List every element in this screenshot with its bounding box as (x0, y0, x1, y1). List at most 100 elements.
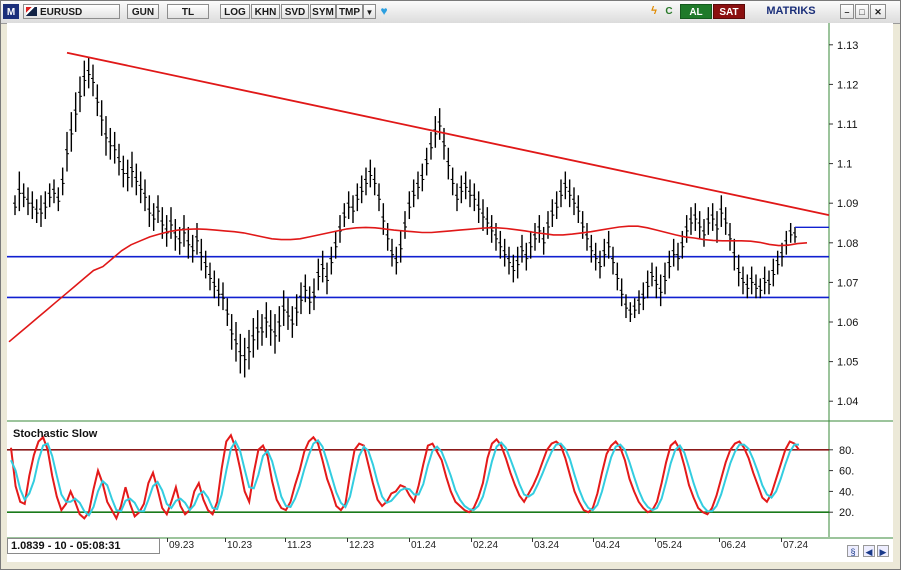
price-bar (381, 203, 386, 235)
price-bar (429, 131, 433, 160)
price-bar (268, 310, 273, 346)
price-bar (368, 159, 373, 188)
price-bar (710, 203, 715, 231)
app-logo: M (3, 4, 19, 19)
price-bar (489, 215, 494, 243)
price-bar (507, 246, 511, 275)
price-bar (260, 314, 264, 346)
price-bar (576, 195, 581, 223)
price-bar (424, 147, 429, 176)
price-bar (173, 219, 178, 251)
price-bar (463, 171, 468, 200)
price-bar (190, 234, 195, 263)
price-bar (39, 195, 43, 227)
price-bar (403, 211, 407, 239)
price-bar (73, 92, 78, 132)
price-bar (658, 274, 663, 307)
price-bar (13, 195, 17, 216)
price-bar (329, 246, 334, 275)
chevron-down-icon[interactable]: ▼ (363, 4, 376, 19)
price-bar (476, 191, 481, 223)
price-bar (385, 223, 390, 251)
price-bar (650, 262, 654, 287)
price-bar (303, 274, 308, 303)
price-bar (169, 207, 173, 239)
price-bar (117, 143, 121, 176)
svd-button[interactable]: SVD (281, 4, 309, 19)
price-bar (359, 175, 364, 204)
price-bar (446, 147, 451, 180)
y-tick-label: 1.05 (837, 357, 858, 369)
price-bar (52, 179, 56, 204)
lightning-icon[interactable]: ϟ (651, 5, 657, 17)
price-bar (641, 282, 646, 311)
price-bar (498, 230, 503, 259)
buy-button[interactable]: AL (680, 4, 712, 19)
sync-icon[interactable]: § (847, 545, 859, 557)
price-bar (559, 179, 563, 208)
price-bar (606, 230, 611, 259)
tmp-button[interactable]: TMP (336, 4, 363, 19)
x-tick (719, 538, 720, 542)
price-bar (325, 262, 329, 295)
price-bar (255, 310, 260, 350)
price-bar (767, 270, 771, 295)
currency-button-tl[interactable]: TL (167, 4, 209, 19)
price-bar (130, 151, 134, 188)
price-bar (147, 195, 152, 227)
price-bar (515, 246, 520, 279)
price-bar (346, 191, 351, 220)
price-bar (99, 100, 104, 136)
price-bar (390, 238, 394, 267)
x-tick (285, 538, 286, 542)
sym-button[interactable]: SYM (310, 4, 336, 19)
price-bar (143, 179, 147, 212)
khn-button[interactable]: KHN (251, 4, 280, 19)
price-bar (567, 179, 572, 208)
price-bar (351, 195, 355, 223)
symbol-selector[interactable]: EURUSD (23, 4, 120, 19)
period-button-gun[interactable]: GUN (127, 4, 159, 19)
x-tick-label: 07.24 (783, 540, 809, 551)
date-axis-bar: 1.0839 - 10 - 05:08:31 09.23 10.23 11.23 12… (7, 538, 833, 554)
scroll-right-icon[interactable]: ▶ (877, 545, 889, 557)
twitter-bird-icon[interactable]: ♥ (380, 4, 388, 18)
price-bar (407, 191, 412, 220)
price-bar (82, 60, 87, 97)
y-tick-label: 1.11 (837, 119, 858, 131)
refresh-icon[interactable]: C (665, 6, 673, 17)
x-tick-label: 01.24 (411, 540, 437, 551)
price-bar (238, 333, 243, 374)
chart-area[interactable]: Stochastic Slow 1.13 1.12 1.11 1.1 1.09 1.08 1… (7, 23, 893, 562)
price-bar (225, 298, 230, 326)
price-bar (663, 262, 667, 295)
price-bar (316, 258, 321, 291)
price-bar (264, 302, 269, 338)
price-bar (585, 223, 589, 251)
sell-button[interactable]: SAT (713, 4, 745, 19)
close-icon[interactable]: ✕ (870, 4, 886, 19)
price-bar (684, 215, 689, 243)
stoch-tick-label: 20. (839, 507, 854, 519)
maximize-icon[interactable]: □ (855, 4, 869, 19)
x-tick (409, 538, 410, 542)
price-bar (554, 191, 559, 220)
x-tick-label: 02.24 (473, 540, 499, 551)
price-bar (95, 84, 100, 117)
price-bar (719, 195, 724, 227)
price-bar (632, 298, 637, 319)
price-bar (177, 226, 182, 255)
price-bar (307, 286, 312, 315)
x-tick-label: 06.24 (721, 540, 747, 551)
minimize-icon[interactable]: ‒ (840, 4, 854, 19)
price-bar (216, 278, 221, 307)
price-chart-svg: Stochastic Slow 1.13 1.12 1.11 1.1 1.09 1.08 1… (7, 23, 893, 562)
price-bar (78, 76, 82, 113)
price-bar (728, 223, 732, 251)
stoch-title: Stochastic Slow (13, 428, 98, 440)
log-scale-button[interactable]: LOG (220, 4, 250, 19)
x-tick (781, 538, 782, 542)
x-tick-label: 12.23 (349, 540, 375, 551)
price-bar (199, 238, 204, 271)
scroll-left-icon[interactable]: ◀ (863, 545, 875, 557)
